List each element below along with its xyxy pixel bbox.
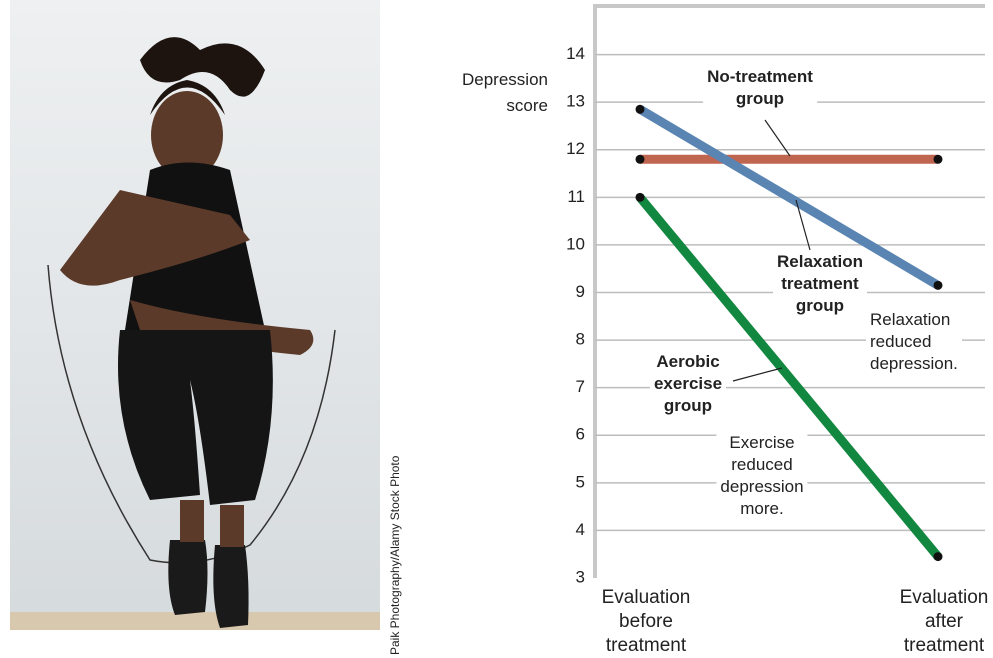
data-point [635, 192, 645, 202]
y-tick-label: 4 [576, 520, 585, 539]
photo [10, 0, 380, 630]
data-point [635, 104, 645, 114]
annotation: Relaxation reduced depression. [866, 309, 962, 375]
y-tick-label: 8 [576, 330, 585, 349]
y-tick-label: 11 [567, 187, 585, 206]
y-tick-label: 10 [566, 234, 585, 253]
y-tick-label: 7 [576, 377, 585, 396]
photo-credit: Paik Photography/Alamy Stock Photo [388, 455, 402, 655]
series-label: Aerobic exercise group [649, 351, 727, 417]
y-tick-label: 13 [566, 92, 585, 111]
series-line [637, 105, 941, 290]
x-tick-label: Evaluation before treatment [601, 587, 691, 656]
series-line [636, 194, 942, 560]
y-tick-label: 14 [566, 44, 585, 63]
series-label: Relaxation treatment group [773, 251, 867, 317]
annotation: Exercise reduced depression more. [716, 432, 808, 520]
leader-line [732, 367, 783, 382]
y-tick-label: 3 [576, 567, 585, 586]
leader-line [764, 119, 791, 157]
data-point [933, 280, 943, 290]
series-label: No-treatment group [703, 66, 817, 110]
x-tick-label: Evaluation after treatment [899, 587, 989, 656]
y-tick-label: 9 [576, 282, 585, 301]
data-point [933, 552, 943, 562]
data-point [635, 154, 645, 164]
leader-line [795, 199, 811, 251]
y-tick-label: 12 [566, 139, 585, 158]
y-tick-label: 6 [576, 425, 585, 444]
y-tick-label: 5 [576, 472, 585, 491]
data-point [933, 154, 943, 164]
y-axis-label: Depression score [462, 70, 548, 115]
